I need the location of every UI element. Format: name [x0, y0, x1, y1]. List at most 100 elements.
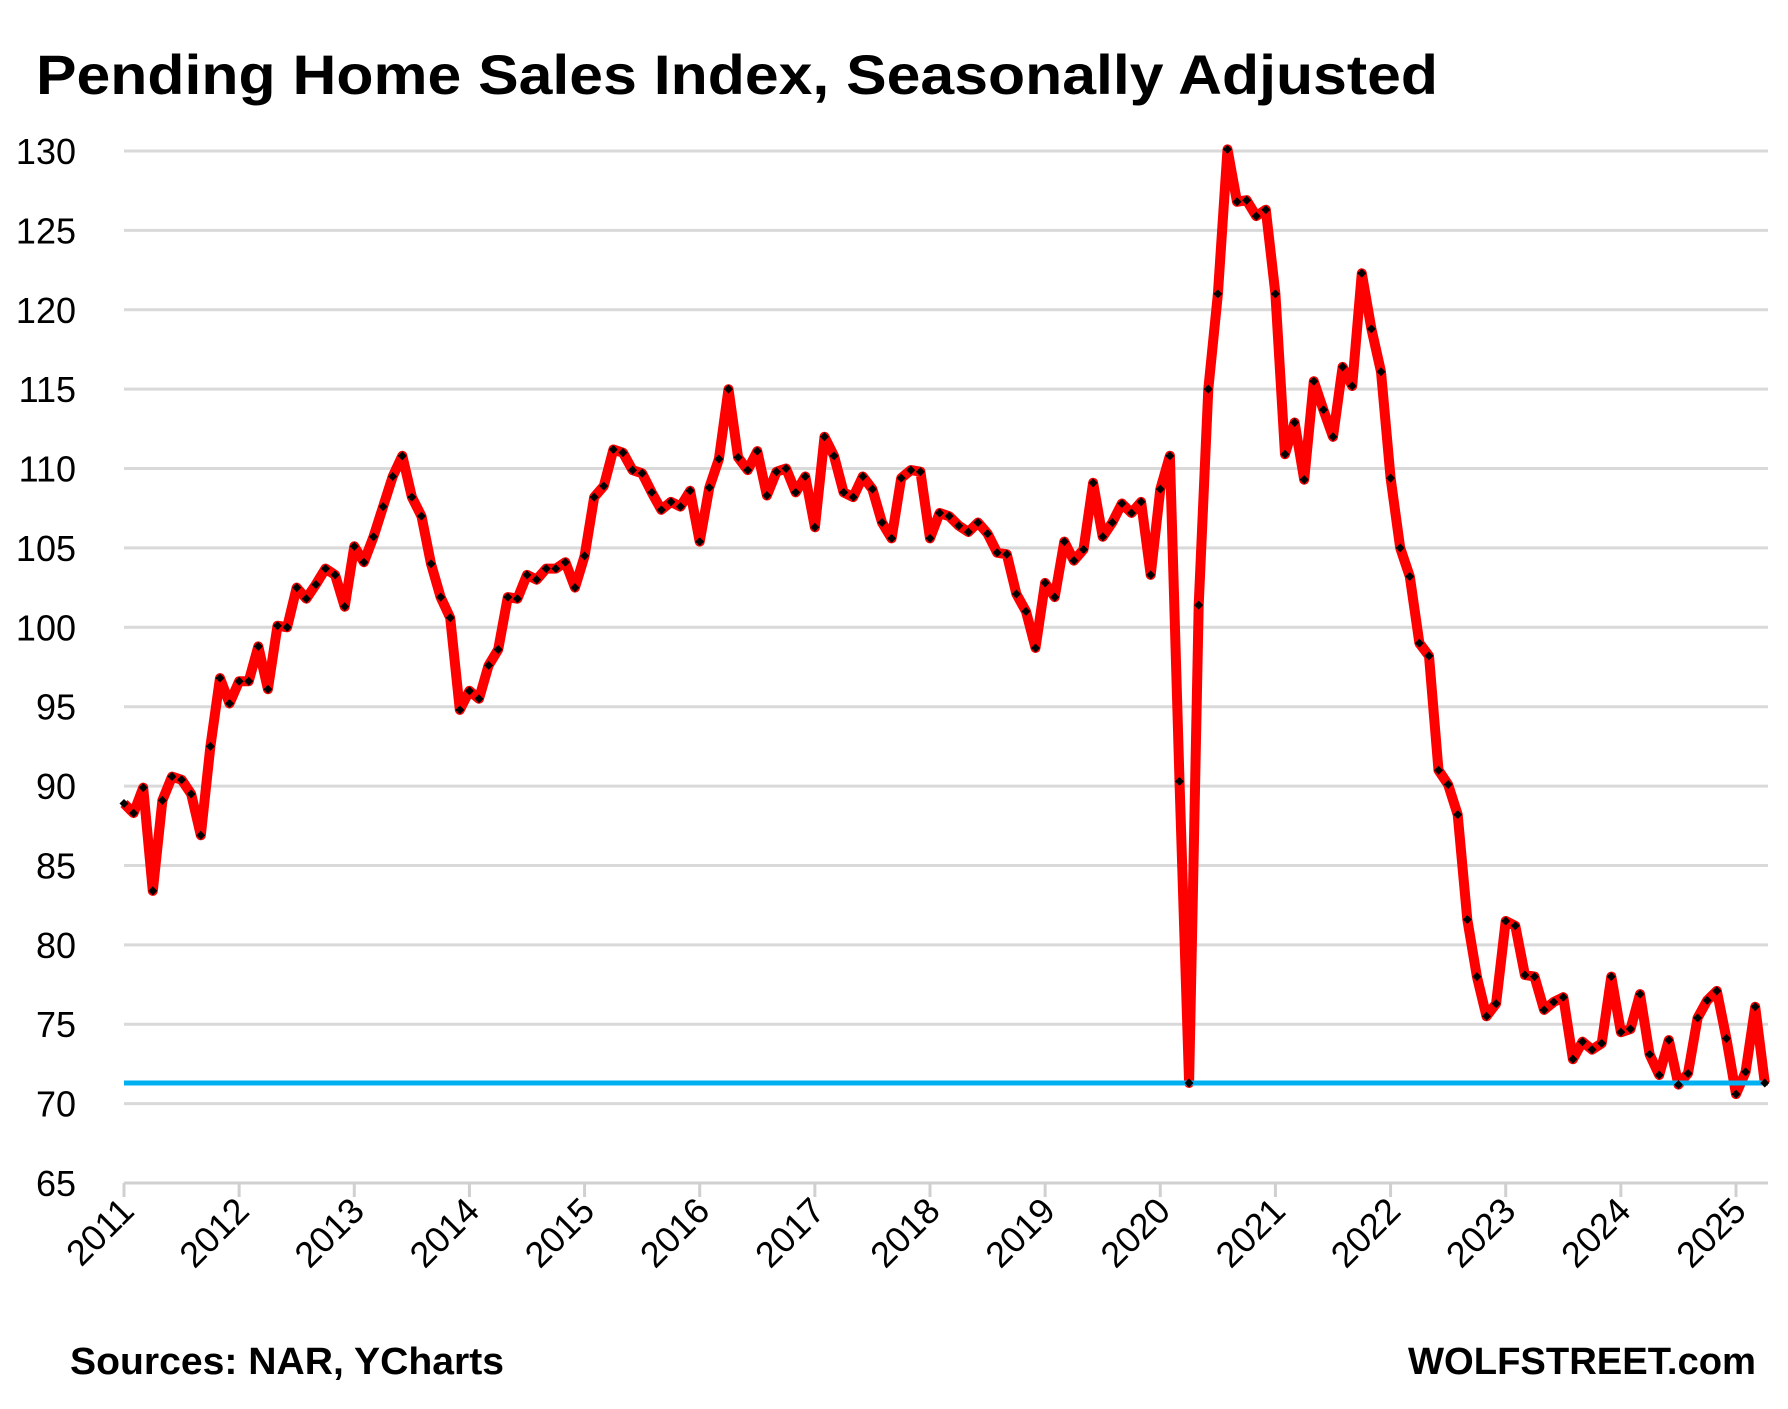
x-tick-label: 2025 — [1668, 1190, 1754, 1276]
data-point — [225, 699, 235, 709]
data-point — [205, 741, 215, 751]
data-point — [1127, 508, 1136, 518]
data-point — [215, 673, 225, 683]
data-point — [349, 541, 359, 551]
data-point — [551, 564, 561, 574]
data-point — [1194, 600, 1204, 610]
data-point — [368, 532, 378, 542]
data-point — [273, 621, 283, 631]
data-point — [1357, 268, 1367, 278]
data-point — [1002, 549, 1012, 559]
data-point — [848, 492, 858, 502]
data-point — [167, 772, 177, 782]
data-point — [512, 594, 522, 604]
data-point — [704, 483, 714, 493]
data-point — [925, 533, 935, 543]
data-point — [819, 432, 829, 442]
data-point — [1232, 197, 1242, 207]
data-point — [1069, 556, 1079, 566]
data-point — [877, 518, 887, 528]
y-tick-label: 110 — [19, 449, 76, 490]
data-point — [1568, 1054, 1578, 1064]
data-point — [1079, 545, 1089, 555]
data-point — [416, 511, 426, 521]
x-tick-label: 2014 — [401, 1190, 487, 1276]
data-point — [522, 570, 532, 580]
data-point — [608, 444, 618, 454]
x-tick-label: 2013 — [286, 1190, 372, 1276]
x-tick-label: 2019 — [977, 1190, 1063, 1276]
data-point — [138, 783, 148, 793]
data-point — [1462, 914, 1472, 924]
data-point — [983, 529, 993, 539]
data-point — [1414, 638, 1424, 648]
data-point — [1760, 1078, 1770, 1088]
data-point — [1664, 1035, 1674, 1045]
data-point — [599, 481, 609, 491]
data-point — [1251, 211, 1261, 221]
data-point — [1031, 643, 1041, 653]
data-point — [1606, 972, 1616, 982]
data-point — [800, 471, 810, 481]
data-point — [1731, 1089, 1741, 1099]
data-point — [963, 527, 973, 537]
y-tick-label: 85 — [36, 845, 76, 886]
data-point — [1539, 1005, 1549, 1015]
data-point — [1213, 289, 1223, 299]
y-tick-label: 95 — [36, 687, 76, 728]
data-point — [1558, 992, 1568, 1002]
data-point — [253, 641, 263, 651]
data-point — [1693, 1013, 1703, 1023]
data-point — [436, 592, 446, 602]
y-tick-label: 115 — [19, 369, 76, 410]
data-point — [733, 452, 743, 462]
data-point — [1741, 1067, 1751, 1077]
y-tick-label: 90 — [36, 766, 76, 807]
data-point — [887, 533, 897, 543]
source-note: Sources: NAR, YCharts — [70, 1341, 504, 1383]
data-point — [1482, 1011, 1492, 1021]
data-point — [1270, 289, 1280, 299]
data-point — [1050, 592, 1060, 602]
data-line — [120, 144, 1770, 1100]
data-point — [656, 505, 666, 515]
data-point — [234, 676, 244, 686]
data-point — [1222, 144, 1232, 154]
data-point — [1491, 999, 1501, 1009]
data-point — [1597, 1038, 1607, 1048]
data-point — [1510, 921, 1520, 931]
x-tick-label: 2012 — [171, 1190, 257, 1276]
gridlines — [124, 149, 1768, 1185]
data-point — [714, 454, 724, 464]
data-point — [1453, 810, 1463, 820]
data-point — [954, 521, 964, 531]
series-line — [120, 144, 1770, 1100]
data-point — [474, 694, 484, 704]
y-tick-label: 75 — [36, 1004, 76, 1045]
data-point — [1280, 449, 1290, 459]
data-point — [244, 676, 254, 686]
data-point — [292, 583, 302, 593]
y-tick-label: 130 — [16, 131, 76, 172]
data-point — [1203, 384, 1213, 394]
data-point — [647, 487, 657, 497]
data-point — [311, 579, 321, 589]
data-point — [560, 557, 570, 567]
data-point — [839, 487, 849, 497]
data-point — [1155, 484, 1165, 494]
data-point — [676, 502, 686, 512]
data-point — [752, 446, 762, 456]
data-point — [330, 570, 340, 580]
data-point — [1443, 779, 1453, 789]
data-point — [829, 451, 839, 461]
series-markers — [119, 144, 1770, 1099]
data-point — [359, 557, 369, 567]
data-point — [196, 830, 206, 840]
data-point — [1549, 997, 1559, 1007]
data-point — [1184, 1078, 1194, 1088]
data-point — [484, 660, 494, 670]
data-point — [618, 448, 628, 458]
data-point — [1309, 376, 1319, 386]
data-point — [1405, 572, 1415, 582]
data-point — [1434, 765, 1444, 775]
